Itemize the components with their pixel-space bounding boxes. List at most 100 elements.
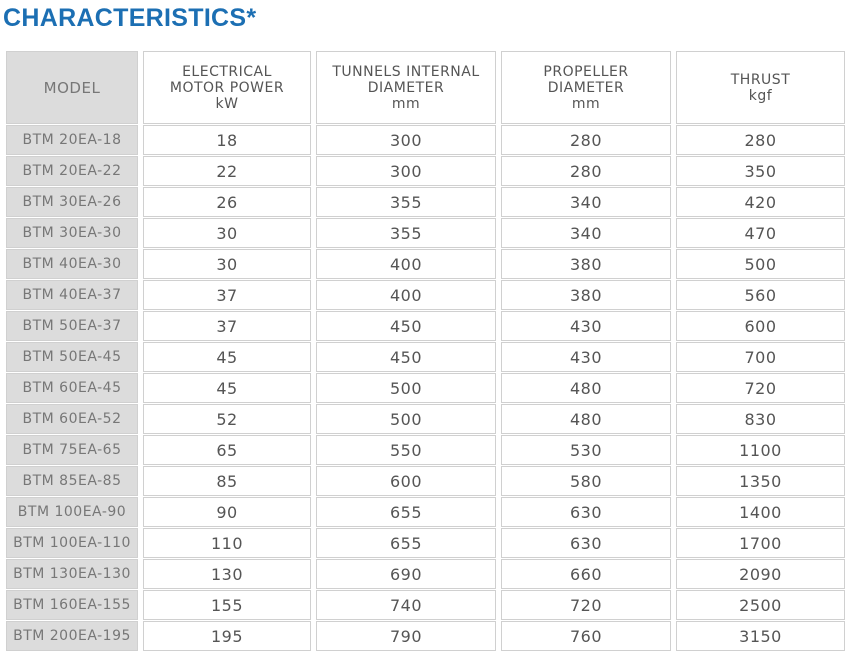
motor-power-cell: 45 [143,373,311,403]
tunnel-diameter-cell: 450 [316,342,496,372]
header-thrust: THRUST kgf [676,51,845,124]
tunnel-diameter-cell: 400 [316,249,496,279]
motor-power-cell: 37 [143,280,311,310]
thrust-cell: 2090 [676,559,845,589]
tunnel-diameter-cell: 400 [316,280,496,310]
tunnel-diameter-cell: 355 [316,187,496,217]
tunnel-diameter-cell: 300 [316,125,496,155]
thrust-cell: 700 [676,342,845,372]
table-row: BTM 75EA-65 65 550 530 1100 [6,435,845,465]
propeller-diameter-cell: 760 [501,621,671,651]
propeller-diameter-cell: 280 [501,125,671,155]
model-cell: BTM 60EA-45 [6,373,138,403]
motor-power-cell: 30 [143,249,311,279]
table-row: BTM 100EA-110 110 655 630 1700 [6,528,845,558]
propeller-diameter-cell: 380 [501,249,671,279]
model-cell: BTM 100EA-90 [6,497,138,527]
table-row: BTM 85EA-85 85 600 580 1350 [6,466,845,496]
propeller-diameter-cell: 340 [501,218,671,248]
model-cell: BTM 50EA-37 [6,311,138,341]
characteristics-table: MODEL ELECTRICAL MOTOR POWER kW TUNNELS INTE… [1,50,850,652]
table-row: BTM 60EA-52 52 500 480 830 [6,404,845,434]
motor-power-cell: 85 [143,466,311,496]
model-cell: BTM 20EA-18 [6,125,138,155]
table-row: BTM 50EA-45 45 450 430 700 [6,342,845,372]
header-line: mm [391,95,421,112]
model-cell: BTM 130EA-130 [6,559,138,589]
tunnel-diameter-cell: 450 [316,311,496,341]
header-line: ELECTRICAL [182,63,272,80]
header-line: DIAMETER [367,79,445,96]
motor-power-cell: 26 [143,187,311,217]
header-row: MODEL ELECTRICAL MOTOR POWER kW TUNNELS INTE… [6,51,845,124]
motor-power-cell: 45 [143,342,311,372]
table-row: BTM 50EA-37 37 450 430 600 [6,311,845,341]
thrust-cell: 420 [676,187,845,217]
motor-power-cell: 110 [143,528,311,558]
table-row: BTM 30EA-26 26 355 340 420 [6,187,845,217]
thrust-cell: 1100 [676,435,845,465]
thrust-cell: 280 [676,125,845,155]
thrust-cell: 2500 [676,590,845,620]
thrust-cell: 830 [676,404,845,434]
propeller-diameter-cell: 340 [501,187,671,217]
motor-power-cell: 30 [143,218,311,248]
thrust-cell: 500 [676,249,845,279]
propeller-diameter-cell: 380 [501,280,671,310]
header-line: MODEL [43,78,101,97]
motor-power-cell: 130 [143,559,311,589]
header-line: TUNNELS INTERNAL [332,63,480,80]
tunnel-diameter-cell: 300 [316,156,496,186]
thrust-cell: 560 [676,280,845,310]
model-cell: BTM 85EA-85 [6,466,138,496]
motor-power-cell: 65 [143,435,311,465]
model-cell: BTM 60EA-52 [6,404,138,434]
propeller-diameter-cell: 430 [501,342,671,372]
propeller-diameter-cell: 480 [501,373,671,403]
model-cell: BTM 100EA-110 [6,528,138,558]
tunnel-diameter-cell: 500 [316,404,496,434]
page-title: CHARACTERISTICS* [3,4,257,32]
propeller-diameter-cell: 480 [501,404,671,434]
motor-power-cell: 90 [143,497,311,527]
thrust-cell: 720 [676,373,845,403]
propeller-diameter-cell: 720 [501,590,671,620]
table-row: BTM 130EA-130 130 690 660 2090 [6,559,845,589]
header-model: MODEL [6,51,138,124]
model-cell: BTM 50EA-45 [6,342,138,372]
motor-power-cell: 52 [143,404,311,434]
thrust-cell: 1400 [676,497,845,527]
tunnel-diameter-cell: 790 [316,621,496,651]
header-line: kgf [748,87,773,104]
motor-power-cell: 18 [143,125,311,155]
propeller-diameter-cell: 660 [501,559,671,589]
header-line: mm [571,95,601,112]
thrust-cell: 1700 [676,528,845,558]
header-propeller-diameter: PROPELLER DIAMETER mm [501,51,671,124]
header-line: MOTOR POWER [169,79,285,96]
thrust-cell: 350 [676,156,845,186]
thrust-cell: 3150 [676,621,845,651]
table-row: BTM 100EA-90 90 655 630 1400 [6,497,845,527]
model-cell: BTM 40EA-37 [6,280,138,310]
thrust-cell: 470 [676,218,845,248]
model-cell: BTM 20EA-22 [6,156,138,186]
table-row: BTM 160EA-155 155 740 720 2500 [6,590,845,620]
tunnel-diameter-cell: 655 [316,528,496,558]
propeller-diameter-cell: 630 [501,528,671,558]
motor-power-cell: 22 [143,156,311,186]
tunnel-diameter-cell: 550 [316,435,496,465]
motor-power-cell: 155 [143,590,311,620]
table-row: BTM 20EA-22 22 300 280 350 [6,156,845,186]
header-line: kW [215,95,239,112]
tunnel-diameter-cell: 355 [316,218,496,248]
model-cell: BTM 200EA-195 [6,621,138,651]
propeller-diameter-cell: 280 [501,156,671,186]
motor-power-cell: 195 [143,621,311,651]
table-row: BTM 200EA-195 195 790 760 3150 [6,621,845,651]
model-cell: BTM 30EA-30 [6,218,138,248]
tunnel-diameter-cell: 600 [316,466,496,496]
tunnel-diameter-cell: 655 [316,497,496,527]
header-line: PROPELLER [543,63,629,80]
model-cell: BTM 40EA-30 [6,249,138,279]
